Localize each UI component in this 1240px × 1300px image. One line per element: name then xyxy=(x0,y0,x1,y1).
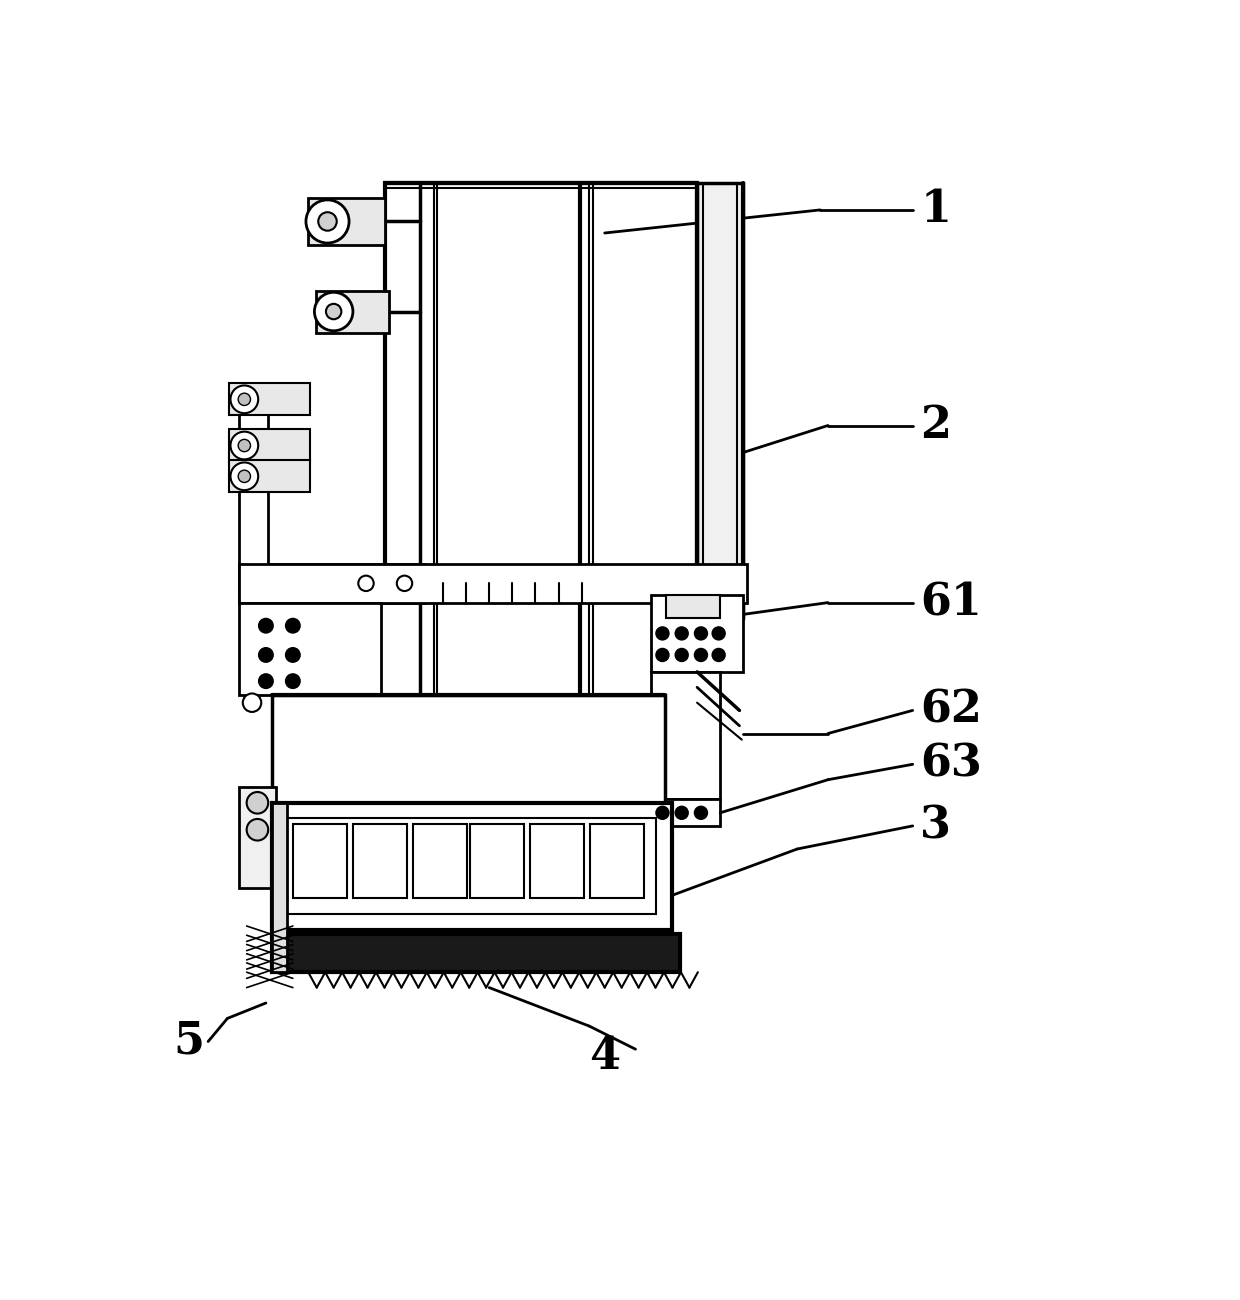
Text: 63: 63 xyxy=(920,742,982,785)
Bar xyxy=(316,291,389,333)
Circle shape xyxy=(238,393,250,406)
Circle shape xyxy=(397,576,412,592)
Circle shape xyxy=(676,627,688,640)
Circle shape xyxy=(231,463,258,490)
Bar xyxy=(239,387,268,588)
Bar xyxy=(239,788,277,888)
Circle shape xyxy=(286,647,300,662)
Circle shape xyxy=(656,806,668,819)
Circle shape xyxy=(694,649,707,662)
Circle shape xyxy=(315,292,353,330)
Bar xyxy=(239,603,382,696)
Circle shape xyxy=(326,304,341,320)
Bar xyxy=(239,564,424,603)
Text: 2: 2 xyxy=(920,404,951,447)
Circle shape xyxy=(231,432,258,459)
Text: 5: 5 xyxy=(174,1020,205,1063)
Circle shape xyxy=(259,647,273,662)
Text: 4: 4 xyxy=(589,1035,620,1079)
Bar xyxy=(353,824,407,897)
Text: 3: 3 xyxy=(920,805,951,848)
Circle shape xyxy=(231,386,258,413)
Bar xyxy=(288,818,656,914)
Circle shape xyxy=(243,693,262,712)
Bar xyxy=(229,429,310,461)
Circle shape xyxy=(676,806,688,819)
Text: 1: 1 xyxy=(920,188,951,231)
Circle shape xyxy=(259,675,273,688)
Circle shape xyxy=(713,649,725,662)
Bar xyxy=(697,183,743,617)
Bar xyxy=(386,183,697,584)
Bar xyxy=(229,384,310,416)
Bar xyxy=(529,824,584,897)
Circle shape xyxy=(694,806,707,819)
Bar xyxy=(272,696,665,803)
Circle shape xyxy=(306,200,350,243)
Circle shape xyxy=(247,792,268,814)
Text: 62: 62 xyxy=(920,689,982,732)
Bar xyxy=(413,824,467,897)
Text: 61: 61 xyxy=(920,581,982,624)
Bar xyxy=(229,460,310,493)
Bar xyxy=(651,672,720,800)
Circle shape xyxy=(319,212,337,230)
Bar xyxy=(651,800,720,826)
Circle shape xyxy=(694,627,707,640)
Bar xyxy=(293,824,347,897)
Circle shape xyxy=(238,439,250,451)
Circle shape xyxy=(713,627,725,640)
Circle shape xyxy=(286,619,300,633)
Bar xyxy=(309,199,386,244)
Circle shape xyxy=(247,819,268,841)
Circle shape xyxy=(358,576,373,592)
Bar xyxy=(666,595,720,617)
Circle shape xyxy=(656,649,668,662)
Bar xyxy=(272,933,681,972)
Circle shape xyxy=(259,619,273,633)
Circle shape xyxy=(656,627,668,640)
Circle shape xyxy=(676,649,688,662)
Bar xyxy=(272,803,672,930)
Bar xyxy=(651,595,743,672)
Bar xyxy=(239,564,748,603)
Bar xyxy=(470,824,523,897)
Bar xyxy=(590,824,644,897)
Circle shape xyxy=(238,471,250,482)
Circle shape xyxy=(286,675,300,688)
Bar xyxy=(272,803,288,972)
